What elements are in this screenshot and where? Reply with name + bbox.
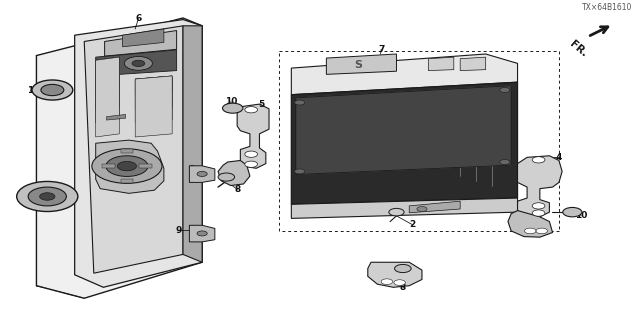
- Text: 4: 4: [556, 153, 562, 162]
- Polygon shape: [135, 77, 172, 95]
- Circle shape: [197, 172, 207, 176]
- Circle shape: [92, 149, 162, 183]
- Polygon shape: [96, 57, 119, 79]
- Circle shape: [532, 157, 545, 163]
- Circle shape: [532, 210, 545, 216]
- Polygon shape: [135, 77, 172, 110]
- Polygon shape: [296, 86, 511, 175]
- Bar: [120, 179, 133, 183]
- Polygon shape: [96, 59, 119, 95]
- Circle shape: [117, 161, 136, 171]
- Circle shape: [500, 87, 510, 92]
- Polygon shape: [96, 57, 119, 123]
- Polygon shape: [104, 30, 177, 56]
- Circle shape: [394, 280, 405, 285]
- Circle shape: [28, 187, 67, 206]
- Circle shape: [106, 156, 148, 176]
- Circle shape: [17, 181, 78, 212]
- Text: TX×64B1610: TX×64B1610: [582, 3, 632, 12]
- Polygon shape: [36, 18, 202, 298]
- Text: 8: 8: [234, 185, 240, 194]
- Polygon shape: [291, 54, 518, 95]
- Polygon shape: [106, 115, 125, 120]
- Circle shape: [500, 160, 510, 164]
- Circle shape: [41, 84, 64, 96]
- Polygon shape: [135, 76, 172, 79]
- Polygon shape: [189, 225, 215, 242]
- Circle shape: [223, 103, 243, 113]
- Circle shape: [394, 264, 411, 273]
- Text: 3: 3: [17, 194, 24, 203]
- Circle shape: [245, 161, 257, 167]
- Circle shape: [389, 208, 404, 216]
- Circle shape: [525, 228, 536, 234]
- Circle shape: [294, 100, 305, 105]
- Polygon shape: [291, 198, 518, 219]
- Text: 2: 2: [409, 220, 415, 229]
- Bar: [139, 164, 152, 168]
- Polygon shape: [75, 20, 202, 287]
- Polygon shape: [368, 262, 422, 287]
- Text: 7: 7: [378, 45, 385, 54]
- Circle shape: [245, 107, 257, 113]
- Text: 1: 1: [27, 85, 33, 94]
- Text: 6: 6: [135, 14, 141, 23]
- Polygon shape: [218, 160, 250, 186]
- Circle shape: [40, 193, 55, 200]
- Polygon shape: [122, 29, 164, 47]
- Polygon shape: [460, 57, 486, 71]
- Polygon shape: [135, 76, 172, 123]
- Polygon shape: [291, 82, 518, 204]
- Polygon shape: [508, 211, 552, 237]
- Text: S: S: [354, 60, 362, 70]
- Circle shape: [532, 203, 545, 209]
- Text: 8: 8: [400, 283, 406, 292]
- Bar: [102, 164, 115, 168]
- Polygon shape: [409, 201, 460, 213]
- Text: 10: 10: [575, 211, 588, 220]
- Polygon shape: [135, 76, 172, 137]
- Polygon shape: [96, 59, 119, 110]
- Circle shape: [124, 57, 152, 70]
- Text: 10: 10: [225, 97, 237, 106]
- Polygon shape: [96, 140, 164, 193]
- Circle shape: [32, 80, 73, 100]
- Circle shape: [381, 279, 393, 284]
- Polygon shape: [96, 50, 177, 76]
- Text: 9: 9: [175, 226, 182, 235]
- Polygon shape: [428, 57, 454, 71]
- Text: 9: 9: [188, 165, 195, 174]
- Polygon shape: [96, 57, 119, 137]
- Polygon shape: [183, 26, 202, 262]
- Polygon shape: [84, 26, 183, 273]
- Text: 5: 5: [259, 100, 264, 108]
- Polygon shape: [189, 166, 215, 182]
- Circle shape: [563, 207, 582, 217]
- Circle shape: [245, 151, 257, 157]
- Polygon shape: [326, 54, 396, 74]
- Bar: [120, 148, 133, 153]
- Circle shape: [218, 173, 235, 181]
- Text: FR.: FR.: [568, 39, 589, 60]
- Polygon shape: [237, 104, 269, 168]
- Polygon shape: [518, 156, 562, 217]
- Circle shape: [294, 169, 305, 174]
- Circle shape: [132, 60, 145, 67]
- Circle shape: [536, 228, 547, 234]
- Circle shape: [197, 231, 207, 236]
- Circle shape: [417, 206, 427, 212]
